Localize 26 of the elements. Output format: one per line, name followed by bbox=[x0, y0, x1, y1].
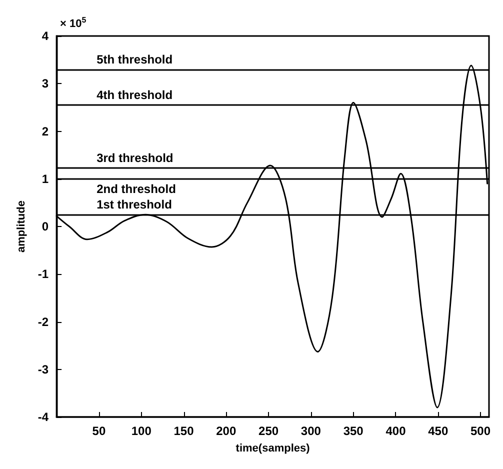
y-axis-title: amplitude bbox=[16, 200, 28, 252]
y-tick-label: -3 bbox=[38, 362, 49, 376]
y-tick-label: 2 bbox=[42, 124, 49, 138]
ref-line-label: 4th threshold bbox=[96, 88, 173, 102]
y-tick-label: 3 bbox=[42, 76, 49, 91]
ref-line-label: 2nd threshold bbox=[96, 182, 176, 196]
x-tick-label: 450 bbox=[428, 424, 448, 438]
y-tick-label: 1 bbox=[42, 172, 49, 186]
x-tick-label: 250 bbox=[258, 424, 279, 438]
y-tick-label: -1 bbox=[38, 267, 49, 282]
x-tick-label: 200 bbox=[216, 424, 236, 438]
x-tick-label: 400 bbox=[386, 424, 406, 438]
ref-line-label: 5th threshold bbox=[96, 52, 173, 66]
x-tick-label: 50 bbox=[92, 424, 106, 438]
x-tick-label: 300 bbox=[300, 424, 322, 438]
x-axis-title: time(samples) bbox=[236, 442, 310, 454]
ref-line-label: 3rd threshold bbox=[96, 150, 174, 165]
y-tick-label: 4 bbox=[42, 29, 49, 43]
x-tick-label: 500 bbox=[470, 424, 491, 438]
y-tick-label: -4 bbox=[38, 410, 49, 424]
x-tick-label: 150 bbox=[174, 424, 194, 438]
x-tick-label: 350 bbox=[343, 424, 364, 438]
ref-line-label: 1st threshold bbox=[96, 198, 172, 212]
y-tick-label: 0 bbox=[42, 220, 49, 234]
y-tick-label: -2 bbox=[38, 314, 49, 329]
x-tick-label: 100 bbox=[131, 424, 152, 438]
